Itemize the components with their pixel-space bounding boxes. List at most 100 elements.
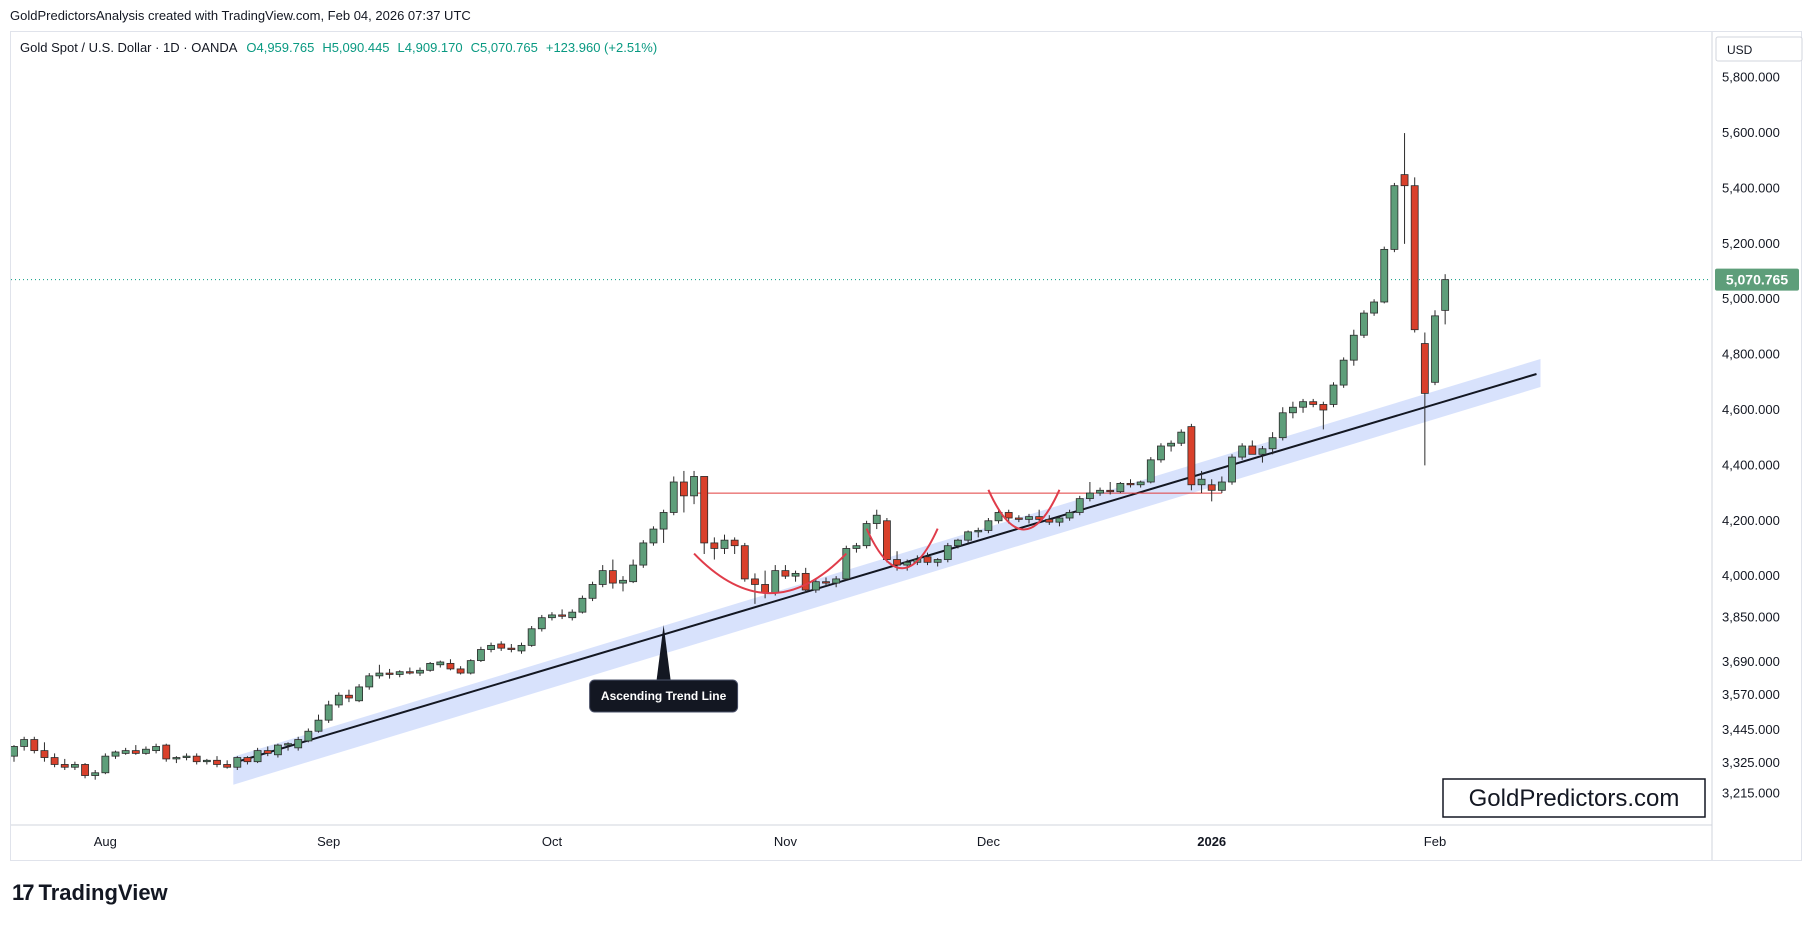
candle[interactable] [304,728,313,743]
candle[interactable] [974,527,983,538]
candle[interactable] [426,662,435,672]
candle[interactable] [182,753,191,761]
candle[interactable] [1268,432,1277,455]
candle[interactable] [395,670,404,678]
candle[interactable] [50,753,59,768]
candle[interactable] [345,689,353,703]
trend-channel-band[interactable] [233,359,1541,785]
candle[interactable] [1014,515,1023,523]
candle[interactable] [1106,482,1115,495]
rounded-bottom-arc[interactable] [865,528,939,570]
candle[interactable] [446,659,455,671]
candle[interactable] [60,758,69,770]
candle[interactable] [273,743,282,758]
candle[interactable] [659,509,668,543]
candle[interactable] [487,642,495,653]
candle[interactable] [1187,423,1196,491]
candle[interactable] [801,567,810,593]
candle[interactable] [1319,401,1328,430]
candle[interactable] [476,646,485,662]
candle[interactable] [1431,310,1439,386]
candle[interactable] [1289,401,1297,419]
candle[interactable] [284,742,292,751]
candle[interactable] [1177,429,1186,446]
candle[interactable] [832,576,841,588]
candle[interactable] [202,758,211,765]
candle[interactable] [1055,516,1064,527]
candle[interactable] [761,570,769,599]
candle[interactable] [811,578,820,593]
candle[interactable] [700,476,709,554]
candle[interactable] [324,700,333,723]
candle[interactable] [20,736,29,751]
candle[interactable] [294,736,303,751]
candle[interactable] [1086,482,1094,502]
candle[interactable] [852,542,861,553]
candle[interactable] [548,612,556,621]
candle[interactable] [405,667,414,675]
candle[interactable] [1207,479,1216,502]
candle[interactable] [1238,443,1247,460]
candle[interactable] [954,538,962,549]
candle[interactable] [355,684,364,703]
candle[interactable] [842,545,851,581]
candle[interactable] [690,470,698,505]
candle[interactable] [192,753,201,765]
candle[interactable] [436,660,445,668]
candle[interactable] [568,609,577,621]
candle[interactable] [263,746,272,757]
candle[interactable] [385,668,394,679]
rounded-bottom-arc[interactable] [693,552,848,594]
candle[interactable] [416,667,424,676]
candle[interactable] [639,540,648,568]
candle[interactable] [730,537,739,554]
candle[interactable] [822,577,830,586]
candle[interactable] [680,470,688,513]
candle[interactable] [1370,299,1378,316]
candle[interactable] [131,745,140,755]
candle[interactable] [517,642,526,654]
candle[interactable] [1228,454,1236,485]
candle[interactable] [923,552,932,566]
candle[interactable] [629,559,638,584]
candle[interactable] [456,666,465,675]
candle[interactable] [619,576,627,592]
candle[interactable] [497,641,506,651]
candle[interactable] [507,644,516,653]
candle[interactable] [751,573,759,604]
candle[interactable] [1390,182,1399,253]
candle[interactable] [223,760,232,769]
candle[interactable] [1248,440,1257,455]
candle[interactable] [649,526,658,546]
candle[interactable] [375,664,384,679]
candle[interactable] [598,565,607,588]
candle[interactable] [1146,457,1155,484]
candle[interactable] [1349,329,1358,366]
candle[interactable] [213,756,221,768]
candle[interactable] [669,476,678,516]
candle[interactable] [791,570,800,582]
candle[interactable] [91,770,100,780]
candle[interactable] [1360,310,1368,338]
ascending-trend-line[interactable] [237,373,1537,763]
candle[interactable] [172,756,181,764]
candle[interactable] [883,518,891,563]
symbol-legend[interactable]: Gold Spot / U.S. Dollar · 1D · OANDA O4,… [20,40,665,55]
candle[interactable] [781,565,790,579]
candle[interactable] [537,614,546,632]
candle[interactable] [1045,515,1054,525]
candle[interactable] [984,518,993,534]
candle[interactable] [1197,470,1206,494]
candle[interactable] [1339,357,1348,388]
candle[interactable] [1278,407,1287,441]
candle[interactable] [933,558,942,567]
candle[interactable] [608,559,617,589]
candle[interactable] [1410,177,1419,333]
candle[interactable] [1420,332,1429,466]
candle[interactable] [578,595,587,614]
candle[interactable] [1400,133,1409,244]
candle[interactable] [30,736,39,754]
candle[interactable] [740,542,749,582]
tradingview-logo[interactable]: 17 TradingView [12,880,168,906]
